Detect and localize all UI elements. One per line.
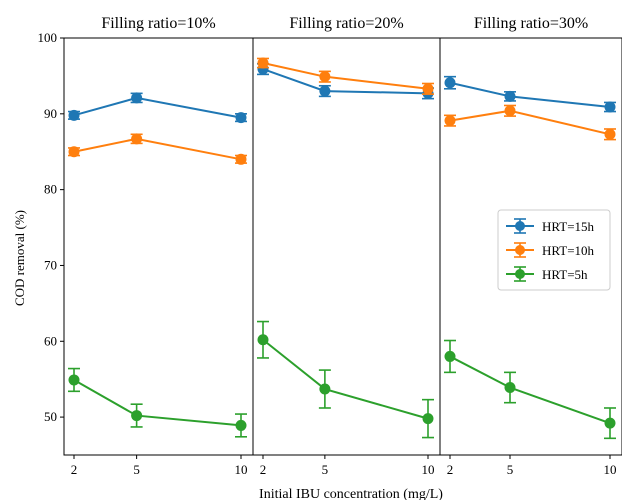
x-tick-label: 10 [235, 462, 248, 477]
data-point [422, 83, 434, 95]
data-point [504, 90, 516, 102]
panel-frame [439, 37, 622, 456]
series-hrt5h [257, 320, 434, 439]
panel-3: Filling ratio=30% 2 5 10 [439, 15, 622, 477]
data-point [444, 77, 456, 89]
legend-item: HRT=5h [506, 266, 588, 282]
legend-label: HRT=5h [542, 267, 588, 282]
legend-marker [515, 269, 525, 279]
series-line [262, 62, 429, 90]
data-point [131, 133, 143, 145]
data-point [319, 71, 331, 83]
data-point [504, 382, 516, 394]
series-line [73, 96, 242, 119]
series-line [449, 109, 611, 136]
x-tick-label: 2 [260, 462, 267, 477]
y-tick-label: 60 [44, 333, 57, 348]
panel-title: Filling ratio=10% [101, 15, 215, 32]
legend-label: HRT=10h [542, 243, 595, 258]
series-hrt15h [257, 62, 434, 100]
series-hrt5h [444, 339, 616, 440]
legend-marker [515, 221, 525, 231]
series-hrt15h [444, 75, 616, 113]
x-tick-label: 5 [133, 462, 140, 477]
y-tick-label: 90 [44, 106, 57, 121]
legend-marker [515, 245, 525, 255]
legend-label: HRT=15h [542, 219, 595, 234]
x-tick-label: 10 [422, 462, 435, 477]
data-point [604, 417, 616, 429]
x-tick-label: 5 [507, 462, 514, 477]
legend-item: HRT=10h [506, 242, 595, 258]
series-line [73, 137, 242, 161]
panel-title: Filling ratio=20% [289, 15, 403, 32]
data-point [235, 153, 247, 165]
data-point [68, 146, 80, 158]
legend-box [497, 209, 611, 291]
data-point [604, 128, 616, 140]
y-tick-label: 100 [38, 30, 58, 45]
y-tick-label: 80 [44, 182, 57, 197]
series-hrt10h [444, 104, 616, 141]
series-line [449, 81, 611, 108]
data-point [68, 109, 80, 121]
y-axis-label: COD removal (%) [12, 210, 27, 306]
legend: HRT=15h HRT=10h HRT=5h [497, 209, 611, 291]
data-point [235, 419, 247, 431]
x-axis-label: Initial IBU concentration (mg/L) [259, 487, 443, 500]
data-point [319, 85, 331, 97]
panel-frame [252, 37, 441, 456]
panel-title: Filling ratio=30% [474, 15, 588, 32]
legend-item: HRT=15h [506, 218, 595, 234]
series-hrt15h [68, 92, 247, 124]
x-tick-label: 2 [447, 462, 454, 477]
series-hrt10h [68, 133, 247, 165]
data-point [422, 413, 434, 425]
y-tick-label: 50 [44, 409, 57, 424]
data-point [131, 92, 143, 104]
data-point [604, 101, 616, 113]
panel-1: Filling ratio=10% 50 60 70 80 90 100 2 5 10 [38, 15, 254, 477]
series-hrt5h [68, 367, 247, 438]
data-point [131, 410, 143, 422]
data-point [444, 350, 456, 362]
data-point [257, 57, 269, 69]
series-line [262, 68, 429, 95]
y-tick-label: 70 [44, 257, 57, 272]
x-tick-label: 2 [71, 462, 78, 477]
x-tick-label: 10 [604, 462, 617, 477]
x-tick-label: 5 [322, 462, 329, 477]
data-point [235, 112, 247, 124]
data-point [319, 383, 331, 395]
data-point [504, 105, 516, 117]
data-point [68, 374, 80, 386]
series-line [449, 355, 611, 425]
panel-frame [63, 37, 254, 456]
series-line [73, 379, 242, 427]
panel-2: Filling ratio=20% 2 5 10 [252, 15, 441, 477]
data-point [257, 334, 269, 346]
data-point [444, 115, 456, 127]
series-line [262, 338, 429, 420]
series-hrt10h [257, 57, 434, 95]
